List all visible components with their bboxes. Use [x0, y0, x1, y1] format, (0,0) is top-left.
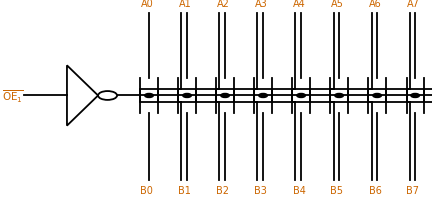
Text: $\overline{\mathregular{OE_1}}$: $\overline{\mathregular{OE_1}}$ [2, 88, 24, 104]
Circle shape [221, 94, 229, 98]
Text: A6: A6 [368, 0, 381, 9]
Text: B1: B1 [178, 185, 191, 195]
Text: A2: A2 [216, 0, 229, 9]
Circle shape [373, 94, 381, 98]
Text: A3: A3 [254, 0, 267, 9]
Text: A5: A5 [330, 0, 343, 9]
Circle shape [145, 94, 153, 98]
Circle shape [297, 94, 305, 98]
Text: A4: A4 [292, 0, 305, 9]
Circle shape [98, 92, 117, 100]
Circle shape [411, 94, 419, 98]
Text: B2: B2 [216, 185, 229, 195]
Text: B6: B6 [368, 185, 381, 195]
Text: B3: B3 [254, 185, 267, 195]
Text: B0: B0 [140, 185, 153, 195]
Text: A1: A1 [178, 0, 191, 9]
Circle shape [259, 94, 267, 98]
Circle shape [183, 94, 191, 98]
Text: A7: A7 [407, 0, 419, 9]
Text: A0: A0 [140, 0, 153, 9]
Text: B4: B4 [292, 185, 305, 195]
Text: B7: B7 [407, 185, 419, 195]
Circle shape [335, 94, 343, 98]
Text: B5: B5 [330, 185, 343, 195]
